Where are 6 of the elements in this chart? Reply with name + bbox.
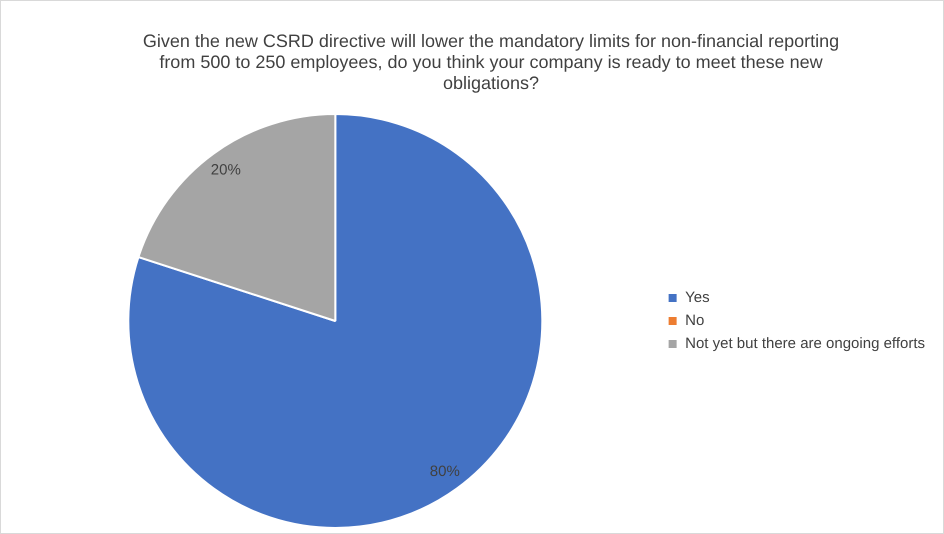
chart-title: Given the new CSRD directive will lower the mandatory limits for non-financial reporting from 500 to 250 employees, do you think your company is ready to meet these new obligations? — [142, 31, 840, 94]
data-label: 80% — [430, 462, 460, 480]
legend-label: Not yet but there are ongoing efforts — [685, 335, 926, 352]
legend-label: No — [685, 312, 704, 330]
legend-label: Yes — [685, 289, 710, 306]
data-label: 20% — [210, 161, 241, 178]
